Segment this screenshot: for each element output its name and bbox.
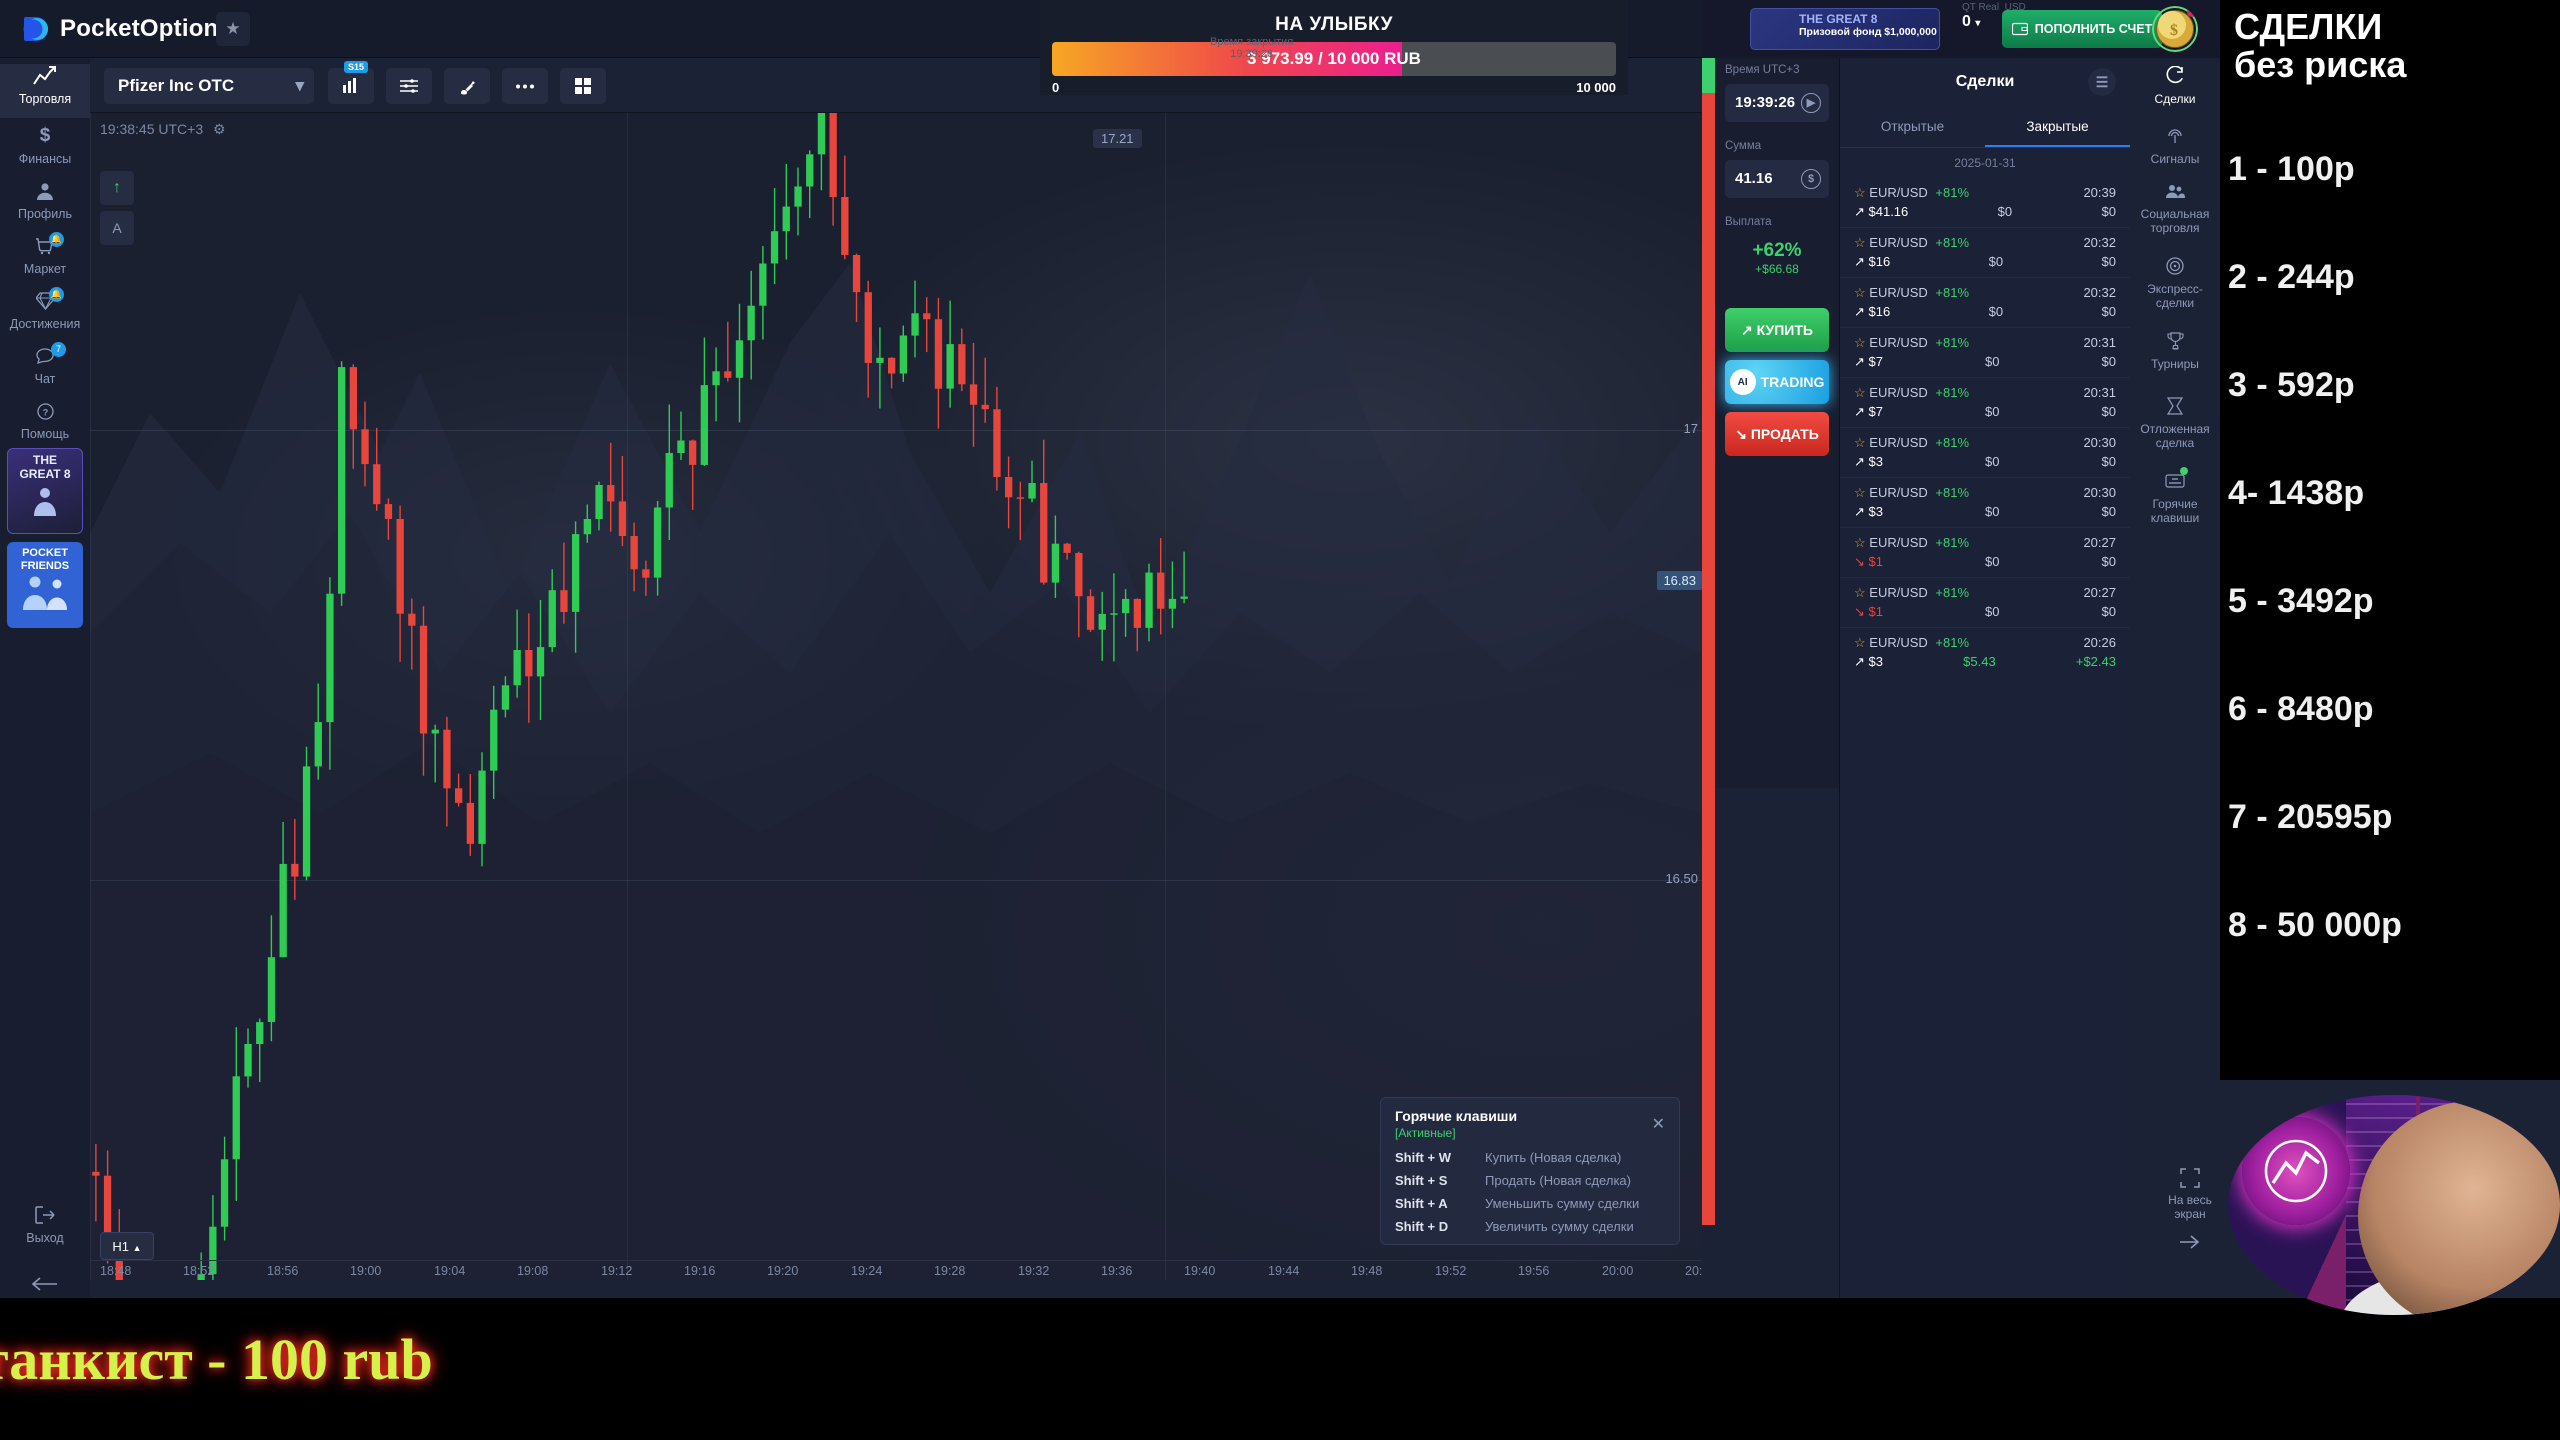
- svg-text:$: $: [2170, 22, 2178, 39]
- svg-text:?: ?: [42, 407, 48, 417]
